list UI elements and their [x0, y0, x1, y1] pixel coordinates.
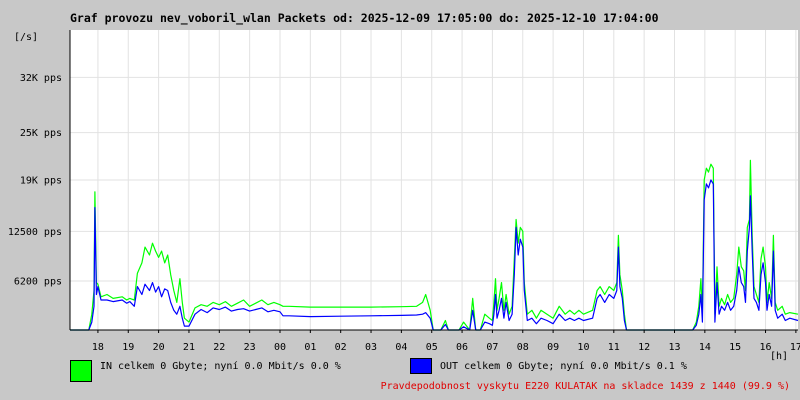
y-tick-label: 12500 pps — [8, 227, 62, 238]
series-line-out — [70, 179, 799, 331]
y-tick-label: 32K pps — [20, 73, 62, 84]
grid — [70, 30, 798, 330]
x-tick-label: 17 — [790, 342, 800, 353]
x-tick-label: 09 — [547, 342, 559, 353]
y-axis-unit: [/s] — [14, 32, 38, 43]
legend-out-label: OUT celkem 0 Gbyte; nyní 0.0 Mbit/s 0.1 … — [440, 361, 687, 372]
x-tick-label: 03 — [365, 342, 377, 353]
x-tick-label: 01 — [304, 342, 316, 353]
x-axis-unit: [h] — [770, 351, 788, 362]
y-ticks: 6200 pps 12500 pps 19K pps 25K pps 32K pps — [8, 73, 62, 288]
x-ticks: 18 19 20 21 22 23 00 01 02 03 04 05 06 07 08 09 10 11 12 13… — [92, 330, 800, 353]
footer-note: Pravdepodobnost vyskytu E220 KULATAK na … — [380, 381, 790, 392]
x-tick-label: 18 — [92, 342, 104, 353]
series-line-in — [70, 159, 799, 331]
legend-out-swatch — [410, 358, 432, 374]
x-tick-label: 10 — [577, 342, 589, 353]
x-tick-label: 02 — [335, 342, 347, 353]
x-tick-label: 22 — [213, 342, 225, 353]
y-tick-label: 6200 pps — [14, 277, 62, 288]
x-tick-label: 04 — [395, 342, 407, 353]
x-tick-label: 20 — [153, 342, 165, 353]
x-tick-label: 19 — [122, 342, 134, 353]
x-tick-label: 23 — [244, 342, 256, 353]
x-tick-label: 08 — [517, 342, 529, 353]
x-tick-label: 00 — [274, 342, 286, 353]
y-tick-label: 25K pps — [20, 128, 62, 139]
x-tick-label: 15 — [729, 342, 741, 353]
x-tick-label: 21 — [183, 342, 195, 353]
y-tick-label: 19K pps — [20, 176, 62, 187]
x-tick-label: 06 — [456, 342, 468, 353]
x-tick-label: 13 — [668, 342, 680, 353]
series-group — [70, 159, 799, 331]
legend-in-swatch — [70, 360, 92, 382]
chart-title: Graf provozu nev_voboril_wlan Packets od… — [70, 11, 659, 25]
x-tick-label: 14 — [699, 342, 711, 353]
x-tick-label: 07 — [486, 342, 498, 353]
x-tick-label: 05 — [426, 342, 438, 353]
x-tick-label: 12 — [638, 342, 650, 353]
x-tick-label: 16 — [760, 342, 772, 353]
x-tick-label: 11 — [608, 342, 620, 353]
legend-in-label: IN celkem 0 Gbyte; nyní 0.0 Mbit/s 0.0 % — [100, 361, 341, 372]
